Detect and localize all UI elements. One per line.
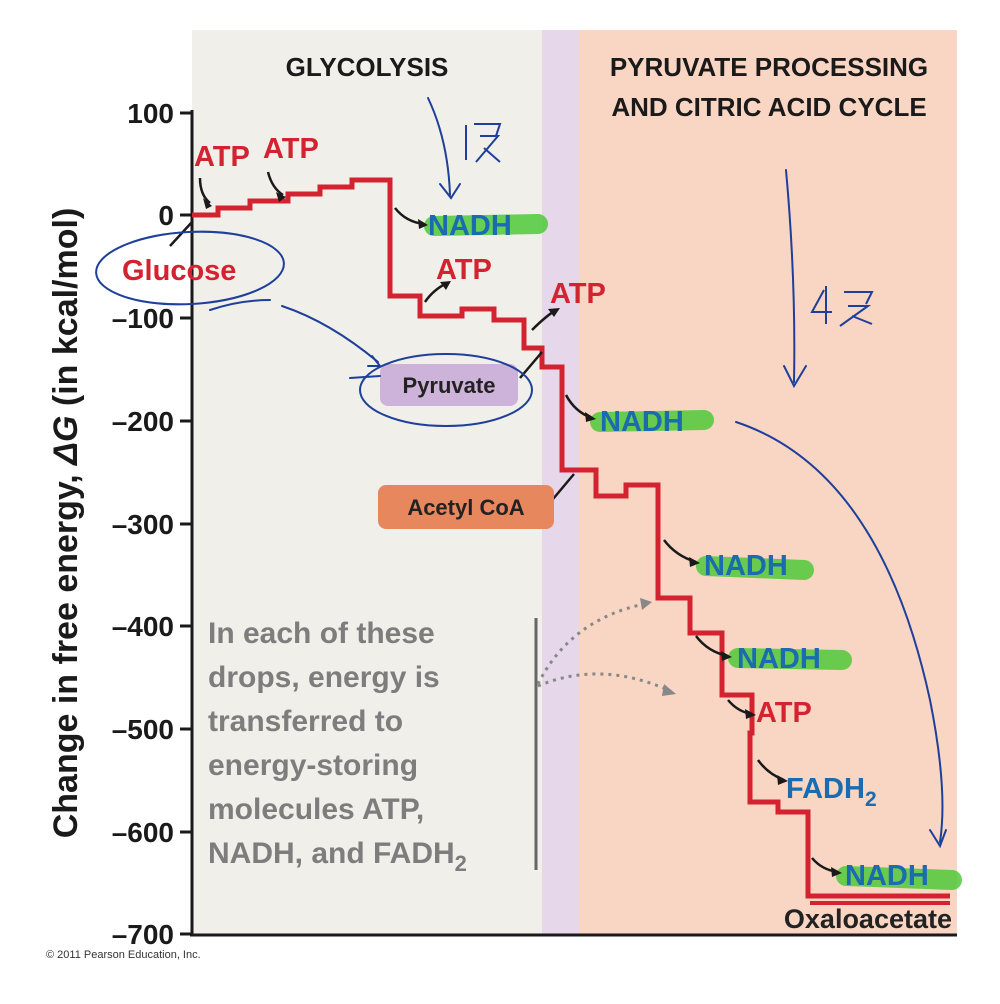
transition-region (542, 30, 579, 935)
copyright: © 2011 Pearson Education, Inc. (46, 949, 201, 961)
glucose-label: Glucose (122, 255, 236, 287)
glucose-to-pyruvate-stroke (281, 305, 379, 363)
atp-label: ATP (194, 141, 250, 173)
note-line: In each of these (208, 617, 435, 650)
handwritten-glycolysis-count (465, 123, 502, 163)
nadh-label: NADH (428, 210, 512, 242)
glycolysis-title: GLYCOLYSIS (286, 52, 449, 82)
y-tick-label: –700 (112, 919, 174, 950)
oxaloacetate-label: Oxaloacetate (784, 904, 952, 934)
nadh-label: NADH (704, 550, 788, 582)
note-line: transferred to (208, 705, 403, 738)
pyruvate-label: Pyruvate (403, 373, 496, 398)
y-tick-label: –600 (112, 817, 174, 848)
citric-title-line1: PYRUVATE PROCESSING (610, 52, 928, 82)
free-energy-staircase (192, 177, 950, 899)
note-line: NADH, and FADH2 (208, 837, 467, 876)
y-tick-marks (180, 111, 192, 936)
atp-label: ATP (436, 254, 492, 286)
nadh-curve (735, 421, 944, 843)
y-tick-label: –300 (112, 509, 174, 540)
y-tick-label: 0 (158, 200, 174, 231)
cycle-arrow (785, 169, 796, 383)
arrow-heads (203, 192, 842, 877)
nadh-label: NADH (845, 860, 929, 892)
acetyl-coa-box (378, 485, 554, 529)
handwritten-counts (465, 123, 874, 327)
dotted-arrow (536, 602, 645, 685)
nadh-label: NADH (600, 406, 684, 438)
dotted-arrow-head (662, 684, 676, 696)
note-line: drops, energy is (208, 661, 440, 694)
handwritten-cycle-count (810, 286, 874, 327)
glycolysis-arrow (427, 97, 451, 196)
nadh-label: NADH (737, 643, 821, 675)
glucose-circle (95, 230, 285, 306)
highlighter-marks (424, 214, 962, 890)
y-tick-label: –500 (112, 714, 174, 745)
dotted-arrow (537, 672, 669, 692)
y-tick-label: –400 (112, 611, 174, 642)
note-line: molecules ATP, (208, 793, 424, 826)
fadh2-label: FADH2 (786, 773, 877, 811)
y-tick-label: 100 (127, 98, 174, 129)
dotted-arrow-head (640, 598, 652, 610)
atp-label: ATP (756, 697, 812, 729)
acetyl-coa-label: Acetyl CoA (407, 495, 524, 520)
atp-label: ATP (550, 278, 606, 310)
citric-title-line2: AND CITRIC ACID CYCLE (611, 92, 926, 122)
pyruvate-circle (359, 353, 533, 427)
y-tick-label: –200 (112, 406, 174, 437)
y-tick-label: –100 (112, 303, 174, 334)
note-line: energy-storing (208, 749, 418, 782)
pyruvate-box (380, 364, 518, 406)
y-axis-title: Change in free energy, ΔG (in kcal/mol) (47, 208, 85, 839)
pen-annotations (95, 97, 947, 849)
glucose-pointer (169, 221, 193, 247)
atp-label: ATP (263, 133, 319, 165)
